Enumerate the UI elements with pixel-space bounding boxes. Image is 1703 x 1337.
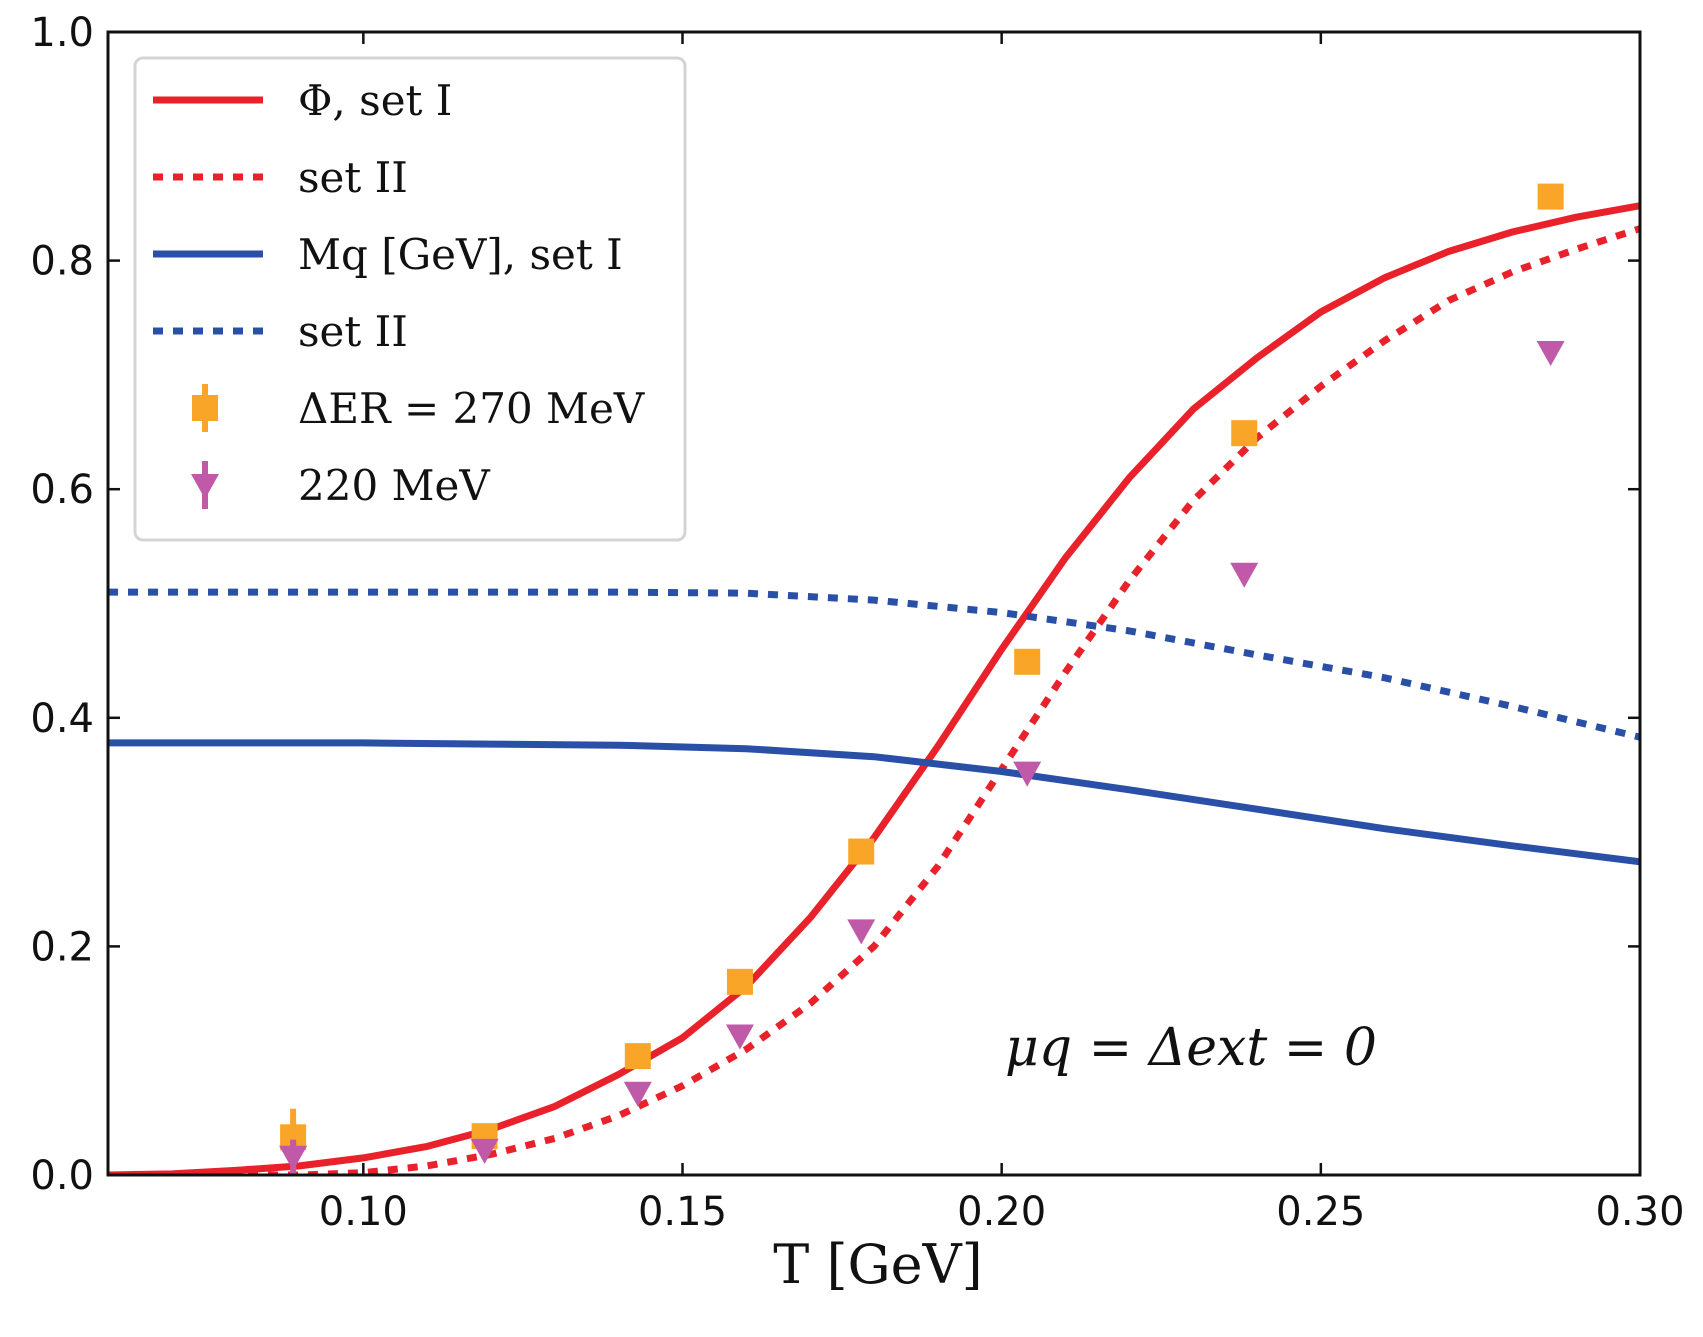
legend-label: ΔER = 270 MeV — [298, 384, 645, 433]
x-tick-label: 0.20 — [957, 1189, 1046, 1235]
axes: 0.10 0.15 0.20 0.25 0.30 0.0 0.2 0.4 0.6 0.8 1.0 — [30, 10, 1684, 1235]
data-point-square — [1231, 420, 1258, 447]
data-point-square — [848, 838, 875, 865]
x-tick-label: 0.30 — [1595, 1189, 1684, 1235]
y-tick-label: 0.2 — [30, 924, 94, 970]
legend-label: 220 MeV — [298, 461, 490, 510]
y-tick-label: 0.6 — [30, 467, 94, 513]
y-tick-label: 1.0 — [30, 10, 94, 56]
legend: Φ, set I set II Mq [GeV], set I set II ΔER =… — [133, 56, 687, 542]
x-tick-label: 0.15 — [638, 1189, 727, 1235]
data-point-triangle — [623, 1081, 652, 1107]
data-point-triangle — [847, 919, 876, 945]
data-point-triangle — [279, 1145, 308, 1171]
plot-frame — [106, 30, 1642, 1177]
y-tick-label: 0.4 — [30, 696, 94, 742]
legend-label: set II — [298, 307, 408, 356]
data-point-triangle — [725, 1024, 754, 1050]
x-axis-label: T [GeV] — [773, 1233, 982, 1296]
legend-box — [133, 56, 687, 542]
legend-label: Mq [GeV], set I — [298, 230, 623, 279]
data-point-square — [1014, 648, 1041, 675]
data-point-square — [1537, 183, 1564, 210]
series-line-2 — [108, 739, 1640, 866]
data-point-triangle — [1013, 761, 1042, 787]
data-point-triangle — [1230, 562, 1259, 588]
y-tick-label: 0.8 — [30, 239, 94, 285]
x-tick-label: 0.10 — [319, 1189, 408, 1235]
series-line-3 — [108, 588, 1640, 741]
x-tick-label: 0.25 — [1276, 1189, 1365, 1235]
y-tick-label: 0.0 — [30, 1153, 94, 1199]
series-line-1 — [108, 225, 1640, 1175]
legend-marker-triangle — [191, 474, 219, 499]
legend-marker-square — [192, 395, 218, 421]
annotation: μq = Δext = 0 — [1005, 1018, 1377, 1078]
data-point-triangle — [470, 1138, 499, 1164]
series-line-0 — [108, 202, 1640, 1175]
plot-area — [108, 183, 1640, 1175]
data-point-triangle — [1536, 341, 1565, 367]
data-point-square — [624, 1043, 651, 1070]
legend-label: Φ, set I — [298, 76, 452, 125]
data-point-square — [726, 968, 753, 995]
legend-label: set II — [298, 153, 408, 202]
